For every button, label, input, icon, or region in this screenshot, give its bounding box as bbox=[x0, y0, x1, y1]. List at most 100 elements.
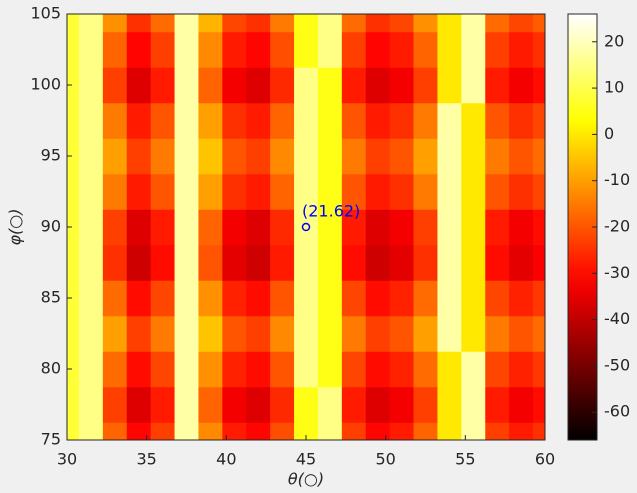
heatmap-cell bbox=[222, 386, 247, 423]
heatmap-cell bbox=[67, 31, 80, 68]
heatmap-cell bbox=[78, 244, 104, 281]
colorbar-tick-label: -10 bbox=[604, 170, 630, 189]
heatmap-cell bbox=[389, 14, 415, 33]
heatmap-cell bbox=[126, 280, 152, 317]
heatmap-cell bbox=[198, 173, 223, 210]
heatmap-cell bbox=[198, 280, 223, 317]
heatmap-cell bbox=[270, 244, 295, 281]
heatmap-cell bbox=[294, 14, 319, 33]
heatmap-cell bbox=[150, 315, 176, 352]
heatmap-cell bbox=[102, 209, 128, 246]
heatmap-cell bbox=[78, 386, 104, 423]
heatmap-cell bbox=[246, 315, 271, 352]
heatmap-cell bbox=[126, 244, 152, 281]
heatmap-cell bbox=[102, 244, 128, 281]
heatmap-cell bbox=[246, 386, 271, 423]
heatmap-cell bbox=[270, 31, 295, 68]
colorbar-tick-label: -50 bbox=[604, 355, 630, 374]
heatmap-cell bbox=[294, 67, 319, 104]
heatmap-cell bbox=[341, 351, 367, 388]
heatmap-cell bbox=[317, 244, 343, 281]
heatmap-cell bbox=[413, 315, 438, 352]
heatmap-cell bbox=[317, 102, 343, 139]
colorbar-tick-label: -20 bbox=[604, 217, 630, 236]
heatmap-cell bbox=[389, 386, 415, 423]
heatmap-cell bbox=[341, 14, 367, 33]
heatmap-cell bbox=[317, 14, 343, 33]
heatmap-cell bbox=[294, 244, 319, 281]
heatmap-cell bbox=[126, 351, 152, 388]
heatmap-cell bbox=[461, 280, 486, 317]
heatmap-cell bbox=[102, 315, 128, 352]
heatmap-cell bbox=[222, 315, 247, 352]
heatmap-cell bbox=[437, 315, 462, 352]
heatmap-cell bbox=[461, 14, 486, 33]
heatmap-cell bbox=[222, 351, 247, 388]
heatmap-cell bbox=[102, 173, 128, 210]
heatmap-cell bbox=[389, 351, 415, 388]
heatmap-cell bbox=[413, 67, 438, 104]
heatmap-cell bbox=[150, 102, 176, 139]
heatmap-cell bbox=[174, 67, 199, 104]
heatmap-cell bbox=[294, 31, 319, 68]
heatmap-cell bbox=[78, 102, 104, 139]
heatmap-cell bbox=[341, 422, 367, 440]
heatmap-cell bbox=[222, 244, 247, 281]
heatmap-cell bbox=[365, 280, 391, 317]
heatmap-cell bbox=[365, 102, 391, 139]
x-tick-label: 45 bbox=[296, 450, 316, 469]
heatmap-cell bbox=[509, 67, 534, 104]
heatmap-cell bbox=[102, 67, 128, 104]
heatmap-cell bbox=[413, 244, 438, 281]
heatmap-cell bbox=[485, 31, 510, 68]
heatmap-cell bbox=[294, 209, 319, 246]
y-tick-label: 90 bbox=[41, 217, 61, 236]
heatmap-cell bbox=[509, 386, 534, 423]
heatmap-cell bbox=[78, 209, 104, 246]
heatmap-cell bbox=[437, 244, 462, 281]
heatmap-cell bbox=[270, 102, 295, 139]
heatmap-cell bbox=[174, 280, 199, 317]
heatmap-cell bbox=[126, 422, 152, 440]
heatmap-cell bbox=[389, 138, 415, 175]
heatmap-cell bbox=[78, 138, 104, 175]
heatmap-cell bbox=[485, 102, 510, 139]
heatmap-cell bbox=[294, 315, 319, 352]
heatmap-cell bbox=[317, 67, 343, 104]
heatmap-cell bbox=[365, 386, 391, 423]
heatmap-cell bbox=[461, 138, 486, 175]
heatmap-cell bbox=[341, 244, 367, 281]
heatmap-cell bbox=[461, 31, 486, 68]
heatmap-cell bbox=[270, 173, 295, 210]
heatmap-cell bbox=[174, 315, 199, 352]
heatmap-cell bbox=[437, 67, 462, 104]
heatmap-cell bbox=[102, 14, 128, 33]
heatmap-cell bbox=[67, 209, 80, 246]
heatmap-cell bbox=[270, 209, 295, 246]
heatmap-cell bbox=[102, 31, 128, 68]
heatmap-cell bbox=[533, 386, 545, 423]
heatmap-cell bbox=[365, 244, 391, 281]
heatmap-cell bbox=[150, 386, 176, 423]
heatmap-cell bbox=[270, 67, 295, 104]
heatmap-cell bbox=[246, 14, 271, 33]
heatmap-cell bbox=[389, 280, 415, 317]
heatmap-cell bbox=[126, 14, 152, 33]
heatmap-cell bbox=[509, 244, 534, 281]
heatmap-cell bbox=[78, 351, 104, 388]
heatmap-cell bbox=[126, 67, 152, 104]
heatmap-cell bbox=[126, 31, 152, 68]
heatmap-cell bbox=[174, 244, 199, 281]
heatmap-cell bbox=[102, 386, 128, 423]
heatmap-cell bbox=[341, 386, 367, 423]
heatmap-cell bbox=[198, 67, 223, 104]
heatmap-cell bbox=[341, 67, 367, 104]
heatmap-cell bbox=[67, 422, 80, 440]
heatmap-cell bbox=[222, 422, 247, 440]
y-tick-label: 85 bbox=[41, 288, 61, 307]
annotation-label: (21.62) bbox=[302, 202, 360, 221]
heatmap-cell bbox=[437, 138, 462, 175]
heatmap-cell bbox=[198, 209, 223, 246]
heatmap-cell bbox=[102, 102, 128, 139]
heatmap-cell bbox=[78, 315, 104, 352]
